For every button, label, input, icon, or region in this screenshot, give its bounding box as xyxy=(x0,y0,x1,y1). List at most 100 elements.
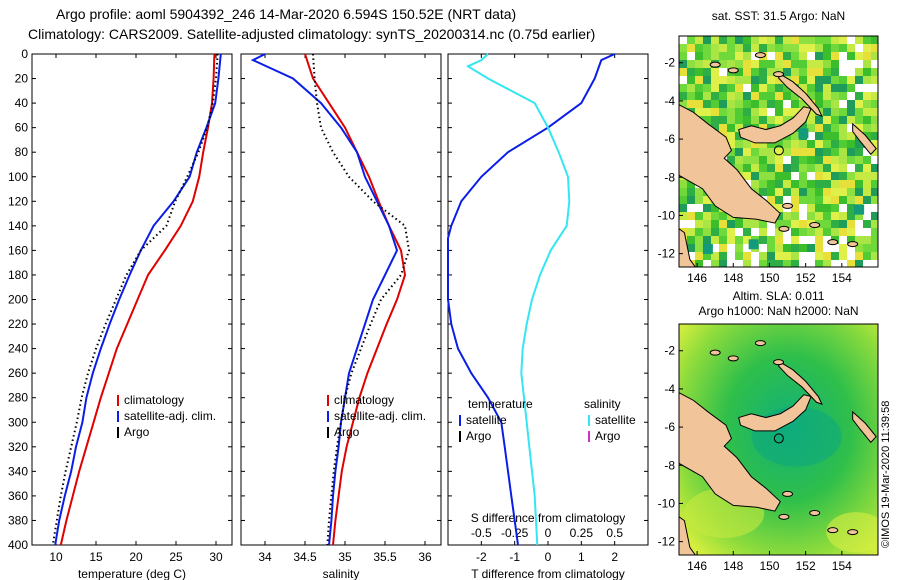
sst-cell xyxy=(687,236,695,244)
sst-map-ytick-label: -8 xyxy=(664,170,675,184)
sst-cell xyxy=(759,108,767,116)
salinity-legend-label: Argo xyxy=(334,425,360,439)
sst-cell xyxy=(775,92,783,100)
sst-cell xyxy=(799,188,807,196)
salinity-series-satellite-adj-clim- xyxy=(250,53,399,546)
sst-cell xyxy=(703,44,711,52)
sst-cell xyxy=(871,60,878,68)
sst-cell xyxy=(727,100,735,108)
sst-cell xyxy=(711,76,719,84)
sst-cell xyxy=(767,220,775,228)
sla-map-xtick-label: 146 xyxy=(687,559,707,573)
sst-cell xyxy=(831,60,839,68)
sst-cell xyxy=(855,148,863,156)
land-bougainville xyxy=(852,122,877,156)
sst-cell xyxy=(735,228,743,236)
sst-cell xyxy=(687,60,695,68)
sst-cell xyxy=(823,236,831,244)
sst-cell xyxy=(855,260,863,267)
sst-cell xyxy=(847,84,855,92)
sst-cell xyxy=(839,260,847,267)
sst-cell xyxy=(703,212,711,220)
sst-cell xyxy=(743,60,751,68)
sst-cell xyxy=(831,148,839,156)
sst-cell xyxy=(727,44,735,52)
sst-cell xyxy=(847,116,855,124)
sst-cell xyxy=(847,124,855,132)
sst-cell xyxy=(863,84,871,92)
sst-cell xyxy=(815,172,823,180)
sst-cell xyxy=(703,228,711,236)
sst-cell xyxy=(815,180,823,188)
sst-cell xyxy=(839,92,847,100)
sst-cell xyxy=(871,244,878,252)
sst-cell xyxy=(823,196,831,204)
sst-cell xyxy=(727,36,735,44)
temperature-xtick-label: 20 xyxy=(129,550,143,564)
sst-cell xyxy=(831,44,839,52)
sst-cell xyxy=(807,44,815,52)
sst-cell xyxy=(767,228,775,236)
sst-cell xyxy=(863,236,871,244)
sst-cell xyxy=(799,148,807,156)
sst-cell xyxy=(863,92,871,100)
sst-cell xyxy=(743,92,751,100)
sst-cell xyxy=(791,100,799,108)
sst-cell xyxy=(839,140,847,148)
sla-map-ytick-label: -4 xyxy=(664,382,675,396)
sst-cell xyxy=(775,148,783,156)
sst-cell xyxy=(807,164,815,172)
land-island xyxy=(727,355,739,362)
sst-cell xyxy=(847,140,855,148)
sst-cell xyxy=(799,36,807,44)
sst-cell xyxy=(783,148,791,156)
sst-cell xyxy=(735,44,743,52)
sst-cell xyxy=(871,260,878,267)
sst-cell xyxy=(679,76,687,84)
sla-map-ytick-label: -12 xyxy=(658,535,676,549)
sst-cell xyxy=(727,156,735,164)
sst-cell xyxy=(759,36,767,44)
sst-cell xyxy=(711,260,719,267)
sst-cell xyxy=(807,188,815,196)
land-new-guinea xyxy=(679,392,781,512)
sst-cell xyxy=(831,116,839,124)
difference-legend-label: satellite xyxy=(466,413,507,427)
sst-cell xyxy=(791,212,799,220)
sla-map-xtick-label: 154 xyxy=(832,559,852,573)
sst-cell xyxy=(735,140,743,148)
sst-cell xyxy=(871,132,878,140)
sst-cell xyxy=(863,172,871,180)
sst-map-frame xyxy=(678,35,879,268)
sst-cell xyxy=(863,180,871,188)
sst-cell xyxy=(727,220,735,228)
sst-cell xyxy=(743,100,751,108)
sst-cell xyxy=(799,68,807,76)
sst-map-xtick-label: 150 xyxy=(759,271,779,285)
sst-cell xyxy=(679,84,687,92)
sst-cell xyxy=(839,52,847,60)
sst-cell xyxy=(783,236,791,244)
sst-cell xyxy=(759,76,767,84)
sst-cell xyxy=(727,60,735,68)
sst-cell xyxy=(815,60,823,68)
temperature-ytick-label: 200 xyxy=(8,293,28,307)
temperature-chart: 0 20 40 60 80 100 120 140 160 180 200 220 240 260 280 3… xyxy=(8,47,233,580)
sst-cell xyxy=(743,228,751,236)
sst-cell xyxy=(871,228,878,236)
sst-cell xyxy=(775,76,783,84)
sst-cell xyxy=(719,220,727,228)
temperature-legend-label: satellite-adj. clim. xyxy=(124,409,216,423)
land-island xyxy=(773,71,784,78)
sst-cell xyxy=(759,44,767,52)
sst-cell xyxy=(815,244,823,252)
salinity-xtick-label: 35.5 xyxy=(373,550,397,564)
sst-cell xyxy=(735,52,743,60)
sst-cell xyxy=(847,100,855,108)
land-bougainville xyxy=(852,410,877,444)
sst-cell xyxy=(775,116,783,124)
sst-cell xyxy=(839,180,847,188)
difference-legend-group-salinity: salinity xyxy=(584,397,621,411)
sst-cell xyxy=(767,44,775,52)
sst-cell xyxy=(863,44,871,52)
